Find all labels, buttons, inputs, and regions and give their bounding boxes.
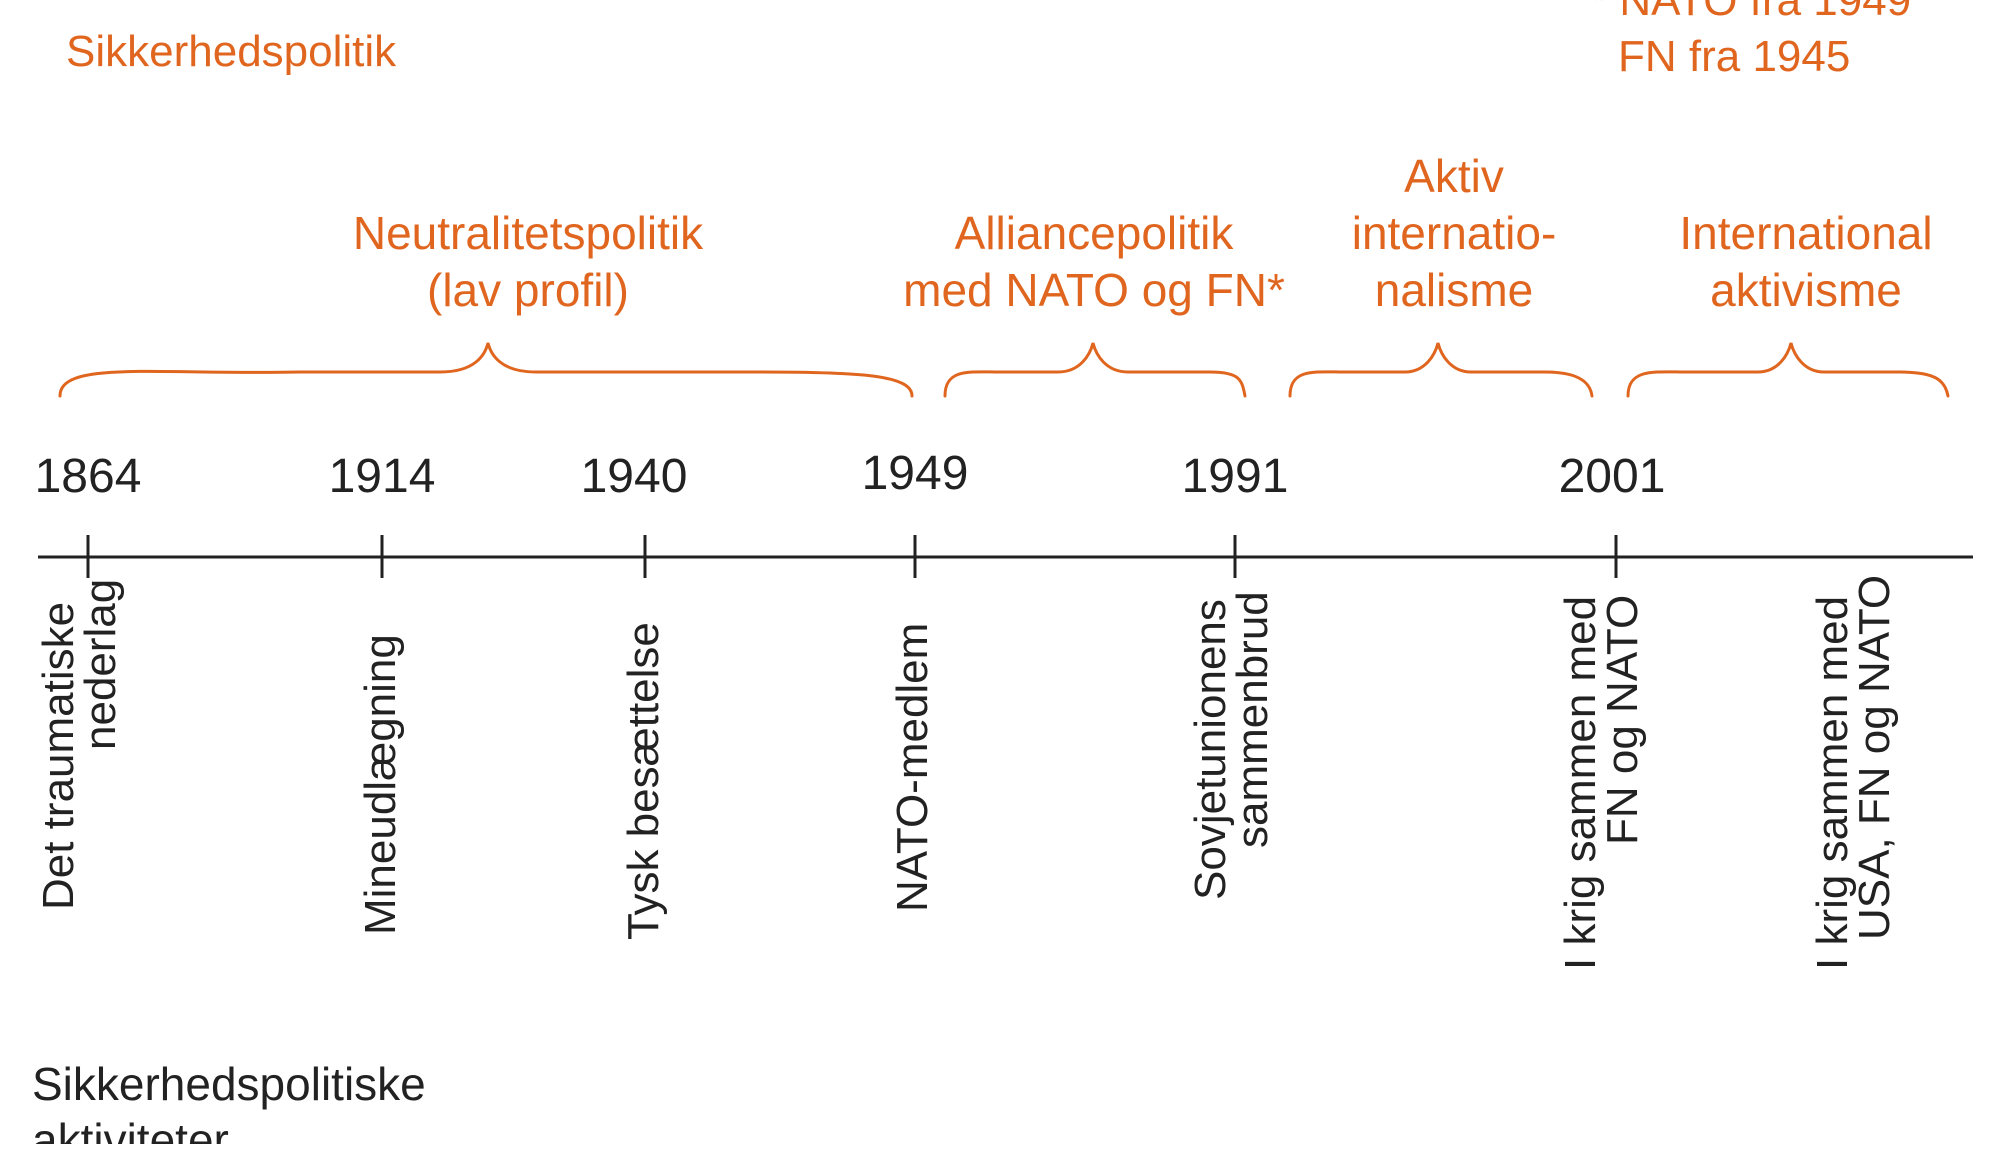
event-tysk-besaettelse: Tysk besættelse — [619, 622, 668, 940]
event-mineudlaegning: Mineudlægning — [356, 634, 405, 935]
brace-alliancepolitik — [943, 342, 1247, 398]
activities-label: Sikkerhedspolitiske aktiviteter — [32, 1056, 426, 1144]
year-label-2001: 2001 — [1558, 450, 1666, 503]
year-label-1991: 1991 — [1181, 450, 1289, 503]
event-label-line: USA, FN og NATO — [1850, 574, 1899, 940]
event-i-krig-fn-nato: I krig sammen med FN og NATO — [1556, 594, 1647, 970]
period-label-line: med NATO og FN* — [903, 264, 1285, 316]
event-label-line: Tysk besættelse — [619, 622, 668, 940]
period-label-line: aktivisme — [1710, 264, 1902, 316]
event-i-krig-usa-fn-nato: I krig sammen med USA, FN og NATO — [1808, 574, 1899, 970]
period-label-line: International — [1679, 207, 1933, 259]
year-label-1864: 1864 — [34, 450, 142, 503]
event-label-line: Mineudlægning — [356, 634, 405, 935]
brace-neutralitetspolitik — [58, 342, 914, 398]
event-label-line: FN og NATO — [1598, 594, 1647, 845]
event-label-line: I krig sammen med — [1808, 595, 1857, 970]
period-label-line: Aktiv — [1404, 150, 1504, 202]
event-sovjetunionens-sammenbrud: Sovjetunionens sammenbrud — [1186, 591, 1277, 900]
year-label-1940: 1940 — [580, 450, 688, 503]
period-label-line: Neutralitetspolitik — [352, 207, 704, 259]
year-label-1914: 1914 — [328, 450, 436, 503]
footnote-line-fn: FN fra 1945 — [1618, 32, 1851, 81]
footnote-line-nato: * NATO fra 1949 — [1590, 0, 1912, 25]
activities-label-line: Sikkerhedspolitiske — [32, 1058, 426, 1110]
period-aktiv-internationalisme: Aktiv internatio- nalisme — [1352, 148, 1557, 319]
period-alliancepolitik: Alliancepolitik med NATO og FN* — [903, 205, 1285, 319]
event-det-traumatiske-nederlag: Det traumatiske nederlag — [34, 578, 125, 910]
period-label-line: (lav profil) — [427, 264, 629, 316]
event-label-line: nederlag — [76, 578, 125, 750]
brace-international-aktivisme — [1626, 342, 1950, 398]
year-label-1949: 1949 — [861, 447, 969, 500]
footnote: * NATO fra 1949 FN fra 1945 — [1590, 0, 1911, 85]
event-label-line: Sovjetunionens — [1186, 599, 1235, 900]
period-label-line: nalisme — [1374, 264, 1534, 316]
event-label-line: I krig sammen med — [1556, 595, 1605, 970]
event-label-line: sammenbrud — [1228, 591, 1277, 848]
period-international-aktivisme: International aktivisme — [1679, 205, 1932, 319]
event-nato-medlem: NATO-medlem — [888, 622, 937, 912]
activities-label-line: aktiviteter — [32, 1114, 229, 1144]
event-label-line: Det traumatiske — [34, 601, 83, 910]
period-label-line: Alliancepolitik — [954, 207, 1234, 259]
brace-aktiv-internationalisme — [1288, 342, 1594, 398]
period-neutralitetspolitik: Neutralitetspolitik (lav profil) — [353, 205, 703, 319]
event-label-line: NATO-medlem — [888, 622, 937, 912]
page-title: Sikkerhedspolitik — [66, 27, 397, 76]
period-label-line: internatio- — [1351, 207, 1557, 259]
